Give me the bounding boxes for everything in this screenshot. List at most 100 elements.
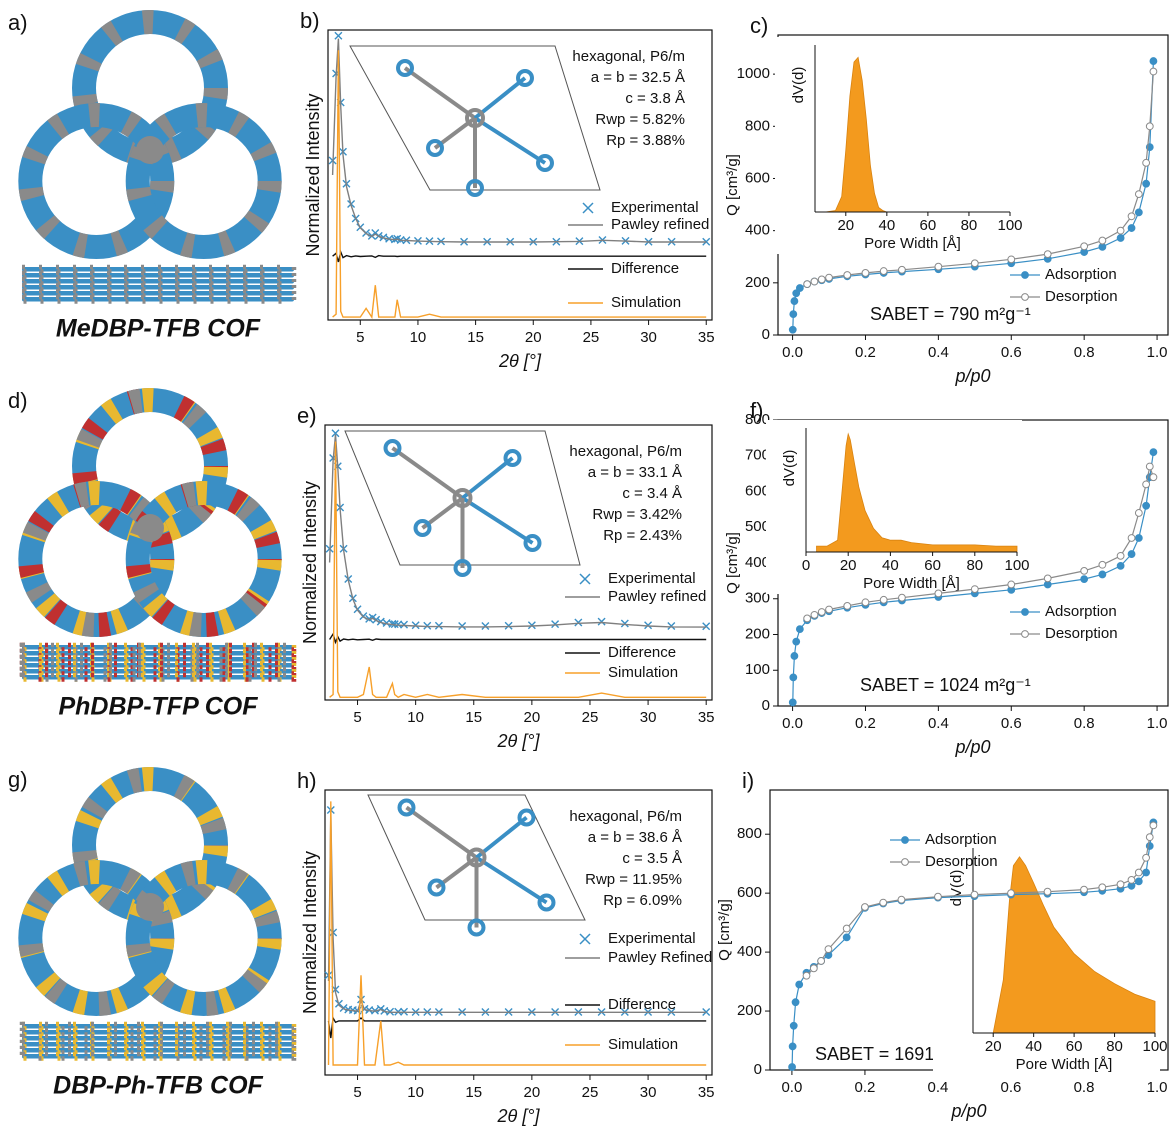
legend-marker bbox=[1022, 631, 1029, 638]
data-point bbox=[1081, 576, 1088, 583]
inset-x-tick-label: 40 bbox=[1025, 1038, 1042, 1055]
data-point bbox=[898, 896, 905, 903]
inset-x-label: Pore Width [Å] bbox=[1016, 1056, 1113, 1073]
legend-label: Pawley refined bbox=[608, 588, 706, 605]
fit-annotation: a = b = 38.6 Å bbox=[588, 829, 682, 846]
data-point bbox=[1044, 251, 1051, 258]
data-point bbox=[1135, 209, 1142, 216]
legend-label: Experimental bbox=[611, 199, 699, 216]
data-point bbox=[880, 899, 887, 906]
x-tick-label: 5 bbox=[353, 709, 361, 726]
x-tick-label: 0.6 bbox=[1001, 344, 1022, 361]
panel-label: i) bbox=[742, 768, 754, 793]
x-tick-label: 0.8 bbox=[1074, 344, 1095, 361]
x-tick-label: 35 bbox=[698, 709, 715, 726]
data-point bbox=[789, 1043, 796, 1050]
x-tick-label: 0.2 bbox=[855, 1079, 876, 1096]
legend-marker bbox=[1022, 272, 1029, 279]
legend-label: Adsorption bbox=[925, 831, 997, 848]
data-point bbox=[1044, 888, 1051, 895]
y-tick-label: 200 bbox=[737, 1002, 762, 1019]
data-point bbox=[1099, 571, 1106, 578]
data-point bbox=[1135, 869, 1142, 876]
legend-label: Pawley Refined bbox=[608, 949, 712, 966]
x-tick-label: 1.0 bbox=[1147, 1079, 1168, 1096]
fit-annotation: Rp = 6.09% bbox=[603, 892, 682, 909]
x-tick-label: 20 bbox=[525, 329, 542, 346]
inset-x-label: Pore Width [Å] bbox=[863, 575, 960, 592]
x-tick-label: 0.6 bbox=[1001, 715, 1022, 732]
x-tick-label: 5 bbox=[356, 329, 364, 346]
framework-node bbox=[136, 136, 164, 164]
inset-x-label: Pore Width [Å] bbox=[864, 235, 961, 252]
x-tick-label: 5 bbox=[353, 1084, 361, 1101]
inset-x-tick-label: 100 bbox=[1142, 1038, 1167, 1055]
data-point bbox=[1008, 256, 1015, 263]
fit-annotation: Rwp = 5.82% bbox=[595, 111, 685, 128]
data-point bbox=[1081, 886, 1088, 893]
inset-x-tick-label: 60 bbox=[924, 557, 941, 574]
y-tick-label: 0 bbox=[762, 326, 770, 343]
legend-label: Adsorption bbox=[1045, 603, 1117, 620]
data-point bbox=[862, 599, 869, 606]
inset-x-tick-label: 80 bbox=[966, 557, 983, 574]
inset-x-tick-label: 60 bbox=[920, 217, 937, 234]
x-tick-label: 0.0 bbox=[782, 344, 803, 361]
data-point bbox=[790, 311, 797, 318]
y-tick-label: 400 bbox=[745, 222, 770, 239]
legend-label: Simulation bbox=[608, 664, 678, 681]
x-tick-label: 15 bbox=[465, 709, 482, 726]
structure-caption: PhDBP-TFP COF bbox=[58, 693, 258, 721]
y-axis-label: Normalized Intensity bbox=[303, 93, 323, 256]
data-point bbox=[1146, 834, 1153, 841]
y-tick-label: 400 bbox=[737, 943, 762, 960]
data-point bbox=[935, 893, 942, 900]
x-tick-label: 30 bbox=[640, 709, 657, 726]
inset-y-label: dV(d) bbox=[948, 870, 965, 907]
x-tick-label: 15 bbox=[465, 1084, 482, 1101]
fit-annotation: hexagonal, P6/m bbox=[569, 443, 682, 460]
panel-label: b) bbox=[300, 8, 320, 33]
data-point bbox=[1143, 481, 1150, 488]
y-axis-label: Normalized Intensity bbox=[300, 481, 320, 644]
x-tick-label: 20 bbox=[524, 1084, 541, 1101]
data-point bbox=[1117, 227, 1124, 234]
data-point bbox=[1128, 213, 1135, 220]
inset-x-tick-label: 60 bbox=[1066, 1038, 1083, 1055]
data-point bbox=[843, 934, 850, 941]
x-tick-label: 35 bbox=[698, 329, 715, 346]
y-tick-label: 0 bbox=[754, 1061, 762, 1078]
x-tick-label: 0.8 bbox=[1074, 715, 1095, 732]
x-tick-label: 0.4 bbox=[928, 715, 949, 732]
framework-node bbox=[136, 893, 164, 921]
x-axis-label: p/p0 bbox=[950, 1101, 986, 1121]
y-tick-label: 0 bbox=[762, 697, 770, 714]
inset-x-tick-label: 100 bbox=[1004, 557, 1029, 574]
data-point bbox=[789, 1064, 796, 1071]
y-axis-label: Q [cm³/g] bbox=[724, 154, 741, 216]
data-point bbox=[791, 298, 798, 305]
data-point bbox=[1150, 474, 1157, 481]
x-tick-label: 0.2 bbox=[855, 344, 876, 361]
data-point bbox=[1128, 225, 1135, 232]
inset-x-tick-label: 40 bbox=[878, 217, 895, 234]
legend-label: Difference bbox=[608, 644, 676, 661]
x-axis-label: p/p0 bbox=[954, 366, 990, 386]
data-point bbox=[1150, 58, 1157, 65]
data-point bbox=[790, 674, 797, 681]
data-point bbox=[796, 285, 803, 292]
inset-y-label: dV(d) bbox=[790, 67, 807, 104]
inset-x-tick-label: 20 bbox=[837, 217, 854, 234]
data-point bbox=[796, 626, 803, 633]
data-point bbox=[825, 946, 832, 953]
y-tick-label: 600 bbox=[745, 169, 770, 186]
x-tick-label: 1.0 bbox=[1147, 715, 1168, 732]
data-point bbox=[1008, 890, 1015, 897]
data-point bbox=[818, 276, 825, 283]
legend-label: Adsorption bbox=[1045, 266, 1117, 283]
fit-annotation: a = b = 32.5 Å bbox=[591, 69, 685, 86]
inset-x-tick-label: 80 bbox=[961, 217, 978, 234]
x-tick-label: 0.0 bbox=[782, 715, 803, 732]
y-tick-label: 200 bbox=[745, 625, 770, 642]
x-axis-label: 2θ [°] bbox=[498, 351, 542, 371]
